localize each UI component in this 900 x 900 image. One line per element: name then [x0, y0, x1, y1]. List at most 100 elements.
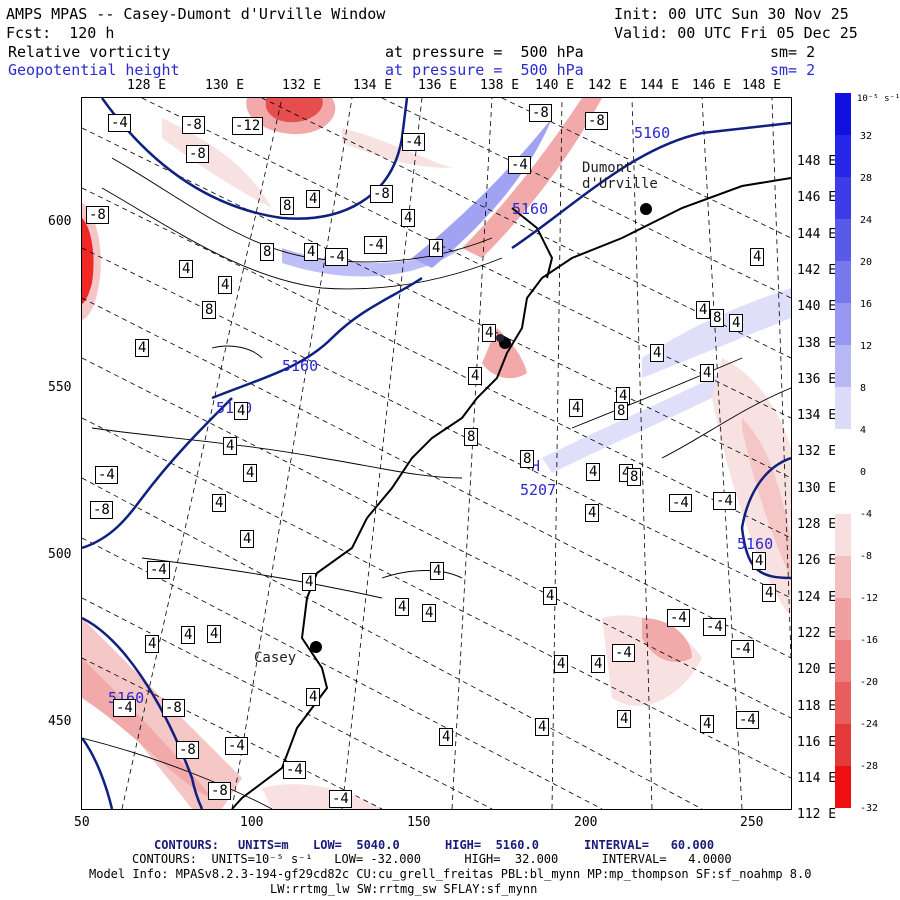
- vorticity-contour-label: -4: [329, 790, 352, 808]
- station-name-casey: Casey: [254, 650, 297, 666]
- vorticity-contour-label: 4: [750, 248, 765, 266]
- colorbar-tick-label: -28: [860, 761, 879, 772]
- x-tick-label: 250: [740, 815, 764, 830]
- field-2-pressure: at pressure = 500 hPa: [385, 61, 584, 79]
- right-longitude-label: 126 E: [797, 553, 837, 569]
- vorticity-contour-label: 4: [586, 463, 601, 481]
- vorticity-contour-label: 4: [302, 573, 317, 591]
- right-longitude-label: 134 E: [797, 408, 837, 424]
- vorticity-contour-label: -4: [108, 114, 131, 132]
- vorticity-contour-label: 4: [439, 728, 454, 746]
- colorbar-tick-label: 32: [860, 131, 873, 142]
- vorticity-contour-label: 4: [145, 635, 160, 653]
- height-label: 5160: [634, 124, 671, 142]
- field-1-smoothing: sm= 2: [770, 43, 816, 61]
- colorbar-tick-label: 12: [860, 341, 873, 352]
- vorticity-contour-label: -4: [508, 156, 531, 174]
- model-info-2: LW:rrtmg_lw SW:rrtmg_sw SFLAY:sf_mynn: [270, 882, 538, 896]
- top-longitude-label: 128 E: [127, 78, 167, 93]
- vorticity-contour-label: -4: [667, 609, 690, 627]
- vorticity-contour-label: 8: [260, 243, 275, 261]
- map-panel: Dumont d'Urville Casey H 5207 5160 5160 …: [81, 97, 792, 810]
- vorticity-contour-label: 8: [202, 301, 217, 319]
- vorticity-contour-label: 4: [240, 530, 255, 548]
- vorticity-contour-label: 4: [218, 276, 233, 294]
- vorticity-contour-label: 4: [700, 364, 715, 382]
- top-longitude-label: 144 E: [640, 78, 680, 93]
- model-title: AMPS MPAS -- Casey-Dumont d'Urville Wind…: [6, 5, 386, 23]
- colorbar-tick-label: -12: [860, 593, 879, 604]
- map-canvas: [82, 98, 791, 809]
- vorticity-contour-label: -8: [208, 782, 231, 800]
- vorticity-contour-label: 8: [464, 428, 479, 446]
- vorticity-contour-label: 4: [585, 504, 600, 522]
- station-markers: [310, 203, 652, 653]
- colorbar-swatch: [835, 219, 851, 262]
- colorbar-unit: 10⁻⁵ s⁻¹: [857, 94, 900, 104]
- vorticity-contour-label: 4: [181, 626, 196, 644]
- right-longitude-label: 144 E: [797, 226, 837, 242]
- vorticity-contour-label: 4: [752, 552, 767, 570]
- vorticity-contour-label: 4: [401, 209, 416, 227]
- vorticity-contour-label: 4: [700, 715, 715, 733]
- colorbar-swatch: [835, 345, 851, 388]
- right-longitude-label: 138 E: [797, 335, 837, 351]
- vorticity-contour-label: 4: [535, 718, 550, 736]
- vorticity-contour-label: 8: [627, 468, 642, 486]
- contours1-low: LOW= 5040.0: [313, 838, 400, 852]
- right-longitude-label: 146 E: [797, 190, 837, 206]
- right-longitude-label: 120 E: [797, 662, 837, 678]
- vorticity-contour-label: 4: [304, 243, 319, 261]
- coastline: [231, 177, 791, 809]
- vorticity-contour-label: 8: [614, 402, 629, 420]
- vorticity-contour-label: -4: [713, 492, 736, 510]
- vorticity-contour-label: -8: [529, 104, 552, 122]
- colorbar-swatch: [835, 387, 851, 430]
- field-2-name: Geopotential height: [8, 61, 180, 79]
- height-label: 5160: [512, 200, 549, 218]
- colorbar-swatch: [835, 513, 851, 557]
- vorticity-contour-label: -4: [402, 133, 425, 151]
- contours2: CONTOURS: UNITS=10⁻⁵ s⁻¹ LOW= -32.000 HI…: [132, 852, 732, 866]
- vorticity-contour-label: -4: [225, 737, 248, 755]
- vorticity-contour-label: 4: [468, 367, 483, 385]
- vorticity-contour-label: -4: [364, 236, 387, 254]
- colorbar-swatch: [835, 639, 851, 683]
- colorbar-tick-label: -8: [860, 551, 873, 562]
- vorticity-contour-label: -4: [147, 561, 170, 579]
- vorticity-contour-label: -8: [90, 501, 113, 519]
- forecast-hour: Fcst: 120 h: [6, 24, 115, 42]
- contours1-title: CONTOURS:: [154, 838, 220, 852]
- geopotential-contours: [82, 98, 791, 809]
- high-symbol: H: [531, 457, 541, 475]
- vorticity-contour-label: 4: [207, 625, 222, 643]
- right-longitude-label: 132 E: [797, 444, 837, 460]
- vorticity-contour-label: 4: [430, 562, 445, 580]
- vorticity-contour-label: 4: [135, 339, 150, 357]
- vorticity-contour-label: 4: [422, 604, 437, 622]
- right-longitude-label: 116 E: [797, 734, 837, 750]
- x-tick-label: 50: [74, 815, 90, 830]
- colorbar-swatch: [835, 723, 851, 767]
- right-longitude-label: 148 E: [797, 154, 837, 169]
- height-label: 5160: [737, 535, 774, 553]
- colorbar-tick-label: 16: [860, 299, 873, 310]
- colorbar-tick-label: 20: [860, 257, 873, 268]
- colorbar-tick-label: -32: [860, 803, 879, 814]
- colorbar-tick-label: -16: [860, 635, 879, 646]
- colorbar-tick-label: -4: [860, 509, 873, 520]
- vorticity-contour-label: -8: [186, 145, 209, 163]
- valid-time: Valid: 00 UTC Fri 05 Dec 25: [614, 24, 858, 42]
- colorbar-swatch: [835, 135, 851, 178]
- vorticity-contour-label: 4: [554, 655, 569, 673]
- vorticity-contour-label: -8: [182, 116, 205, 134]
- right-longitude-label: 124 E: [797, 589, 837, 605]
- vorticity-contour-label: -4: [703, 618, 726, 636]
- vorticity-contour-label: 4: [212, 494, 227, 512]
- vorticity-contour-label: 8: [520, 450, 535, 468]
- vorticity-contour-label: 4: [650, 344, 665, 362]
- colorbar-swatch: [835, 471, 851, 515]
- colorbar-tick-label: 4: [860, 425, 867, 436]
- right-longitude-label: 118 E: [797, 698, 837, 714]
- vorticity-contour-label: -4: [736, 711, 759, 729]
